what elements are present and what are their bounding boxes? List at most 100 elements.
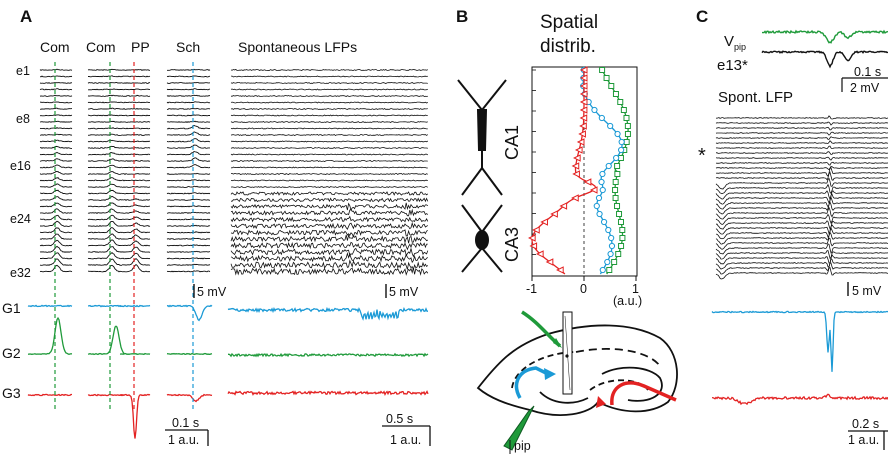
g1-profile-marker [613, 154, 620, 162]
g1-profile-marker [614, 130, 621, 138]
electrode-trace [121, 185, 151, 188]
spontaneous-trace [230, 259, 429, 271]
electrode-trace [40, 120, 73, 123]
panel-b-label: B [456, 7, 468, 26]
g2-spontaneous-trace [228, 352, 429, 358]
g1-profile-marker [599, 186, 606, 194]
g1-profile-marker [605, 226, 612, 234]
scale-au-bottom: 1 a.u. [848, 433, 879, 447]
g3-profile-marker [578, 130, 586, 138]
g3-profile-marker [579, 82, 588, 90]
g1-profile-marker [604, 258, 611, 266]
pathway-red-arrow [610, 381, 677, 406]
electrode-trace [166, 237, 211, 240]
header-com-1: Com [40, 39, 70, 55]
electrode-trace [121, 153, 151, 156]
spontaneous-lfp-trace [715, 253, 888, 265]
spontaneous-lfp-trace [715, 136, 888, 140]
g3-profile-marker [579, 90, 588, 98]
g3-profile-marker [579, 122, 587, 130]
profile-y-ticks [532, 69, 536, 255]
spontaneous-lfp-trace [715, 250, 888, 260]
electrode-trace [39, 170, 73, 175]
g3-profile-marker [571, 162, 580, 170]
electrode-trace [87, 202, 123, 208]
electrode-trace [166, 107, 211, 110]
electrode-trace [121, 246, 151, 253]
header-com-2: Com [86, 39, 116, 55]
spontaneous-trace [230, 229, 428, 238]
spontaneous-lfp-trace [715, 145, 888, 150]
scale-au-left: 1 a.u. [168, 433, 199, 447]
scale-5mv-right: 5 mV [389, 285, 419, 299]
spont-lfp-label: Spont. LFP [718, 89, 793, 106]
panel-c-lfp-traces [715, 115, 888, 280]
spontaneous-trace [230, 134, 429, 136]
electrode-trace [39, 208, 73, 214]
electrode-trace [121, 204, 150, 208]
g3-profile-marker [589, 186, 598, 194]
g3-profile-marker [559, 202, 568, 210]
electrode-trace [121, 198, 151, 201]
electrode-trace [87, 120, 123, 123]
g3-evoked-trace [27, 393, 72, 397]
g2-profile-marker [615, 251, 622, 257]
electrode-trace [87, 239, 122, 247]
g1-profile-marker [608, 234, 615, 242]
x-tick-neg1: -1 [526, 282, 537, 296]
electrode-trace [39, 196, 73, 201]
g3-profile-marker [536, 250, 544, 258]
g3-evoked-trace [119, 393, 151, 439]
spontaneous-trace [230, 160, 428, 162]
electrode-trace [39, 164, 73, 169]
spontaneous-trace [230, 101, 428, 104]
electrode-trace [121, 75, 151, 78]
electrode-trace [121, 264, 151, 273]
spontaneous-trace [231, 75, 428, 78]
electrode-trace [121, 228, 151, 234]
electrode-trace [121, 179, 151, 182]
g2-evoked-trace [87, 325, 125, 356]
electrode-trace [39, 107, 73, 110]
g1-profile-marker [599, 170, 606, 178]
electrode-trace [87, 133, 123, 136]
electrode-trace [121, 210, 151, 214]
g2-profile-marker [599, 67, 606, 73]
probe-hatch-icon [564, 315, 571, 391]
electrode-trace [166, 185, 211, 188]
electrode-trace [87, 214, 123, 221]
electrode-trace [88, 171, 123, 175]
electrode-trace [87, 183, 123, 188]
spontaneous-lfp-trace [715, 167, 888, 177]
electrode-trace [39, 183, 73, 188]
electrode-trace [121, 258, 151, 266]
g1-evoked-trace [88, 304, 125, 308]
ca1-neuron-icon [457, 79, 507, 196]
spontaneous-trace [230, 82, 428, 84]
spontaneous-trace [230, 121, 428, 123]
electrode-trace [40, 220, 73, 227]
g1-profile-marker [618, 138, 625, 146]
electrode-trace [166, 244, 211, 247]
g1-profile-marker [599, 266, 606, 274]
spontaneous-trace [230, 147, 428, 149]
spontaneous-trace [230, 202, 429, 212]
g3-profile-marker [579, 106, 588, 114]
electrode-trace [166, 270, 211, 273]
electrode-trace [88, 195, 123, 201]
electrode-trace [88, 88, 123, 91]
g2-profile-marker [614, 171, 621, 177]
g2-evoked-trace [166, 352, 213, 356]
electrode-trace [121, 146, 151, 149]
asterisk-marker: * [698, 145, 706, 167]
panel-c-pipette-trace [761, 29, 888, 69]
electrode-trace [166, 114, 210, 117]
profile-curves [528, 66, 631, 275]
electrode-trace [166, 172, 211, 175]
component-label-g1: G1 [2, 300, 21, 316]
hippocampus-diagram-icon [476, 324, 678, 416]
scale-time-bottom: 0.2 s [852, 417, 879, 431]
pathway-blue-arrowhead [544, 368, 556, 380]
g2-evoked-trace [119, 352, 151, 355]
spontaneous-trace [230, 114, 428, 117]
